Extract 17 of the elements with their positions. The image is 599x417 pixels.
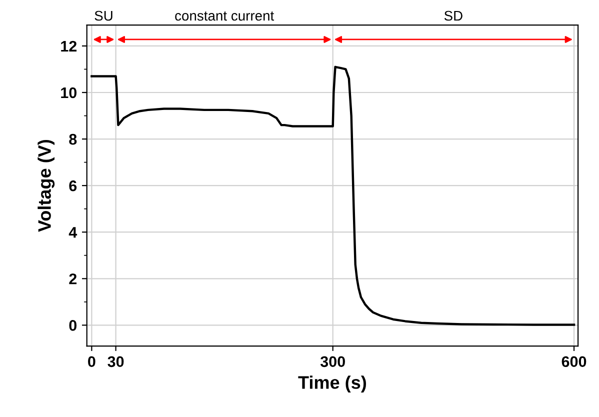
x-tick-label: 0 <box>88 356 96 368</box>
y-tick-label: 8 <box>69 134 77 145</box>
line-series <box>90 66 576 326</box>
x-tick-label: 30 <box>108 356 124 368</box>
text: constant current <box>175 12 274 21</box>
text: SU <box>94 10 112 21</box>
y-tick-label: 10 <box>61 87 77 98</box>
y-tick-label: 12 <box>61 40 77 52</box>
x-tick-label: 600 <box>562 356 586 368</box>
y-axis-title: Voltage (V) <box>38 140 55 232</box>
x-axis-title: Time (s) <box>298 376 366 392</box>
y-tick-label: 2 <box>69 274 77 284</box>
text: SD <box>444 10 462 21</box>
y-tick-label: 4 <box>68 227 78 238</box>
y-tick-label: 0 <box>69 320 77 331</box>
y-tick-label: 6 <box>69 180 77 192</box>
x-tick-label: 300 <box>320 356 345 368</box>
